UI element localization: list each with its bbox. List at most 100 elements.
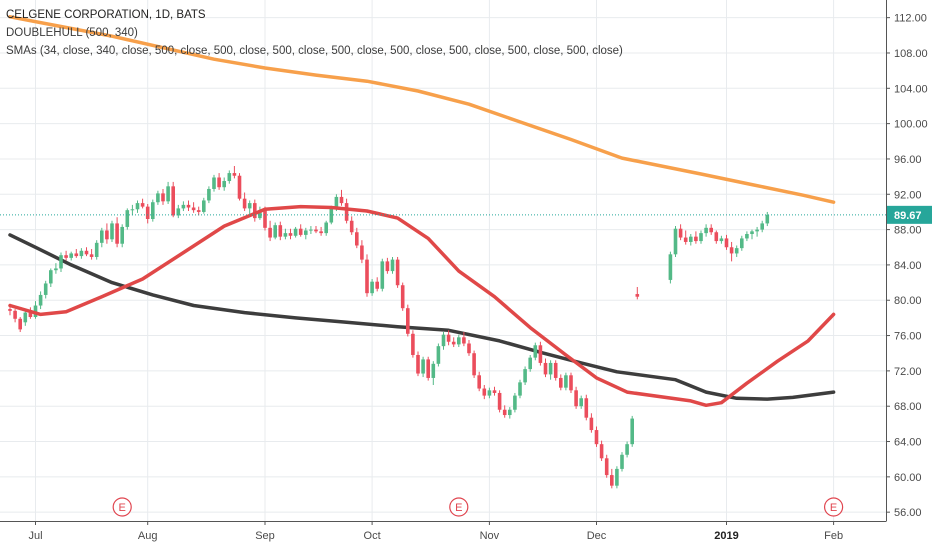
candle-body [610,475,614,486]
candle-body [694,236,698,242]
candle-body [719,238,724,242]
candle [579,395,583,409]
chart-legend: CELGENE CORPORATION, 1D, BATS DOUBLEHULL… [6,6,623,60]
candle [355,227,359,249]
last-price-badge: 89.67 [887,205,932,224]
candle [89,249,94,260]
candle [564,372,568,391]
candle-body [385,261,390,272]
candle [451,337,456,348]
candle-body [283,233,288,237]
candle-body [729,247,734,254]
candle [487,387,492,399]
candle [625,441,629,458]
candle-body [683,237,688,242]
candle [436,343,441,367]
candle-body [599,444,604,459]
candle [227,170,232,184]
candle [84,247,89,257]
legend-doublehull[interactable]: DOUBLEHULL (500, 340) [6,27,138,39]
candle-body [59,255,63,269]
candle [699,230,703,244]
candle-body [559,377,563,388]
candle [400,282,405,311]
candle [543,358,548,378]
earnings-marker[interactable]: E [449,497,469,517]
candle [750,229,754,240]
earnings-label: E [830,502,837,514]
candle [709,224,713,235]
candle-body [569,375,573,391]
earnings-marker[interactable]: E [823,497,844,517]
y-tick-label: 76.00 [894,331,922,343]
candle [599,440,604,461]
candle-body [74,253,79,257]
candle-body [176,208,181,216]
candle [553,360,558,381]
candle-body [724,238,729,248]
candle-body [28,312,33,318]
candle [683,230,688,245]
candle [426,356,430,381]
candle [33,301,38,319]
candle [610,468,614,489]
candle [304,227,308,240]
candle-body [421,359,425,374]
candle [54,263,58,274]
candle-body [755,229,759,232]
y-tick-label: 88.00 [894,225,922,237]
candle-body [400,285,405,309]
legend-smas[interactable]: SMAs (34, close, 340, close, 500, close,… [6,45,623,57]
x-tick-label: Oct [364,530,381,542]
candle [678,224,683,241]
candle [574,386,578,409]
candle [740,235,744,251]
candle-body [156,193,160,203]
candle [120,224,124,248]
candle [298,224,303,237]
candle-body [18,318,22,330]
candle-body [43,283,48,295]
candle [385,257,390,274]
candle-body [589,417,594,431]
candle [755,226,759,237]
earnings-circle [823,497,844,517]
x-tick-label: Nov [480,530,500,542]
legend-symbol-title[interactable]: CELGENE CORPORATION, 1D, BATS [6,9,206,21]
x-tick-label: Feb [824,530,843,542]
candle-body [574,390,578,407]
candle-body [171,186,175,216]
candle-body [750,231,754,235]
candle [365,254,369,297]
candle [69,251,73,261]
candle [538,341,543,366]
candle [202,197,206,214]
candle-body [140,203,145,207]
y-tick-label: 84.00 [894,260,922,272]
candle [38,291,43,310]
earnings-marker[interactable]: E [112,497,132,517]
candle-body [69,253,73,258]
y-tick-label: 100.00 [894,119,928,131]
candle [309,226,313,235]
candle [283,228,288,240]
candle [181,201,186,212]
candle [745,231,749,242]
candle-body [253,203,257,219]
candle-body [319,231,323,234]
candle-body [329,208,334,223]
candle-body [339,196,344,204]
candle-body [120,226,124,244]
candle-body [191,207,196,211]
candle [508,407,512,419]
candle [594,426,599,447]
candle [390,256,395,274]
candle-body [145,206,150,219]
candle-body [406,308,410,334]
candle [416,351,420,377]
candle-body [579,398,583,407]
candle-body [105,230,109,240]
